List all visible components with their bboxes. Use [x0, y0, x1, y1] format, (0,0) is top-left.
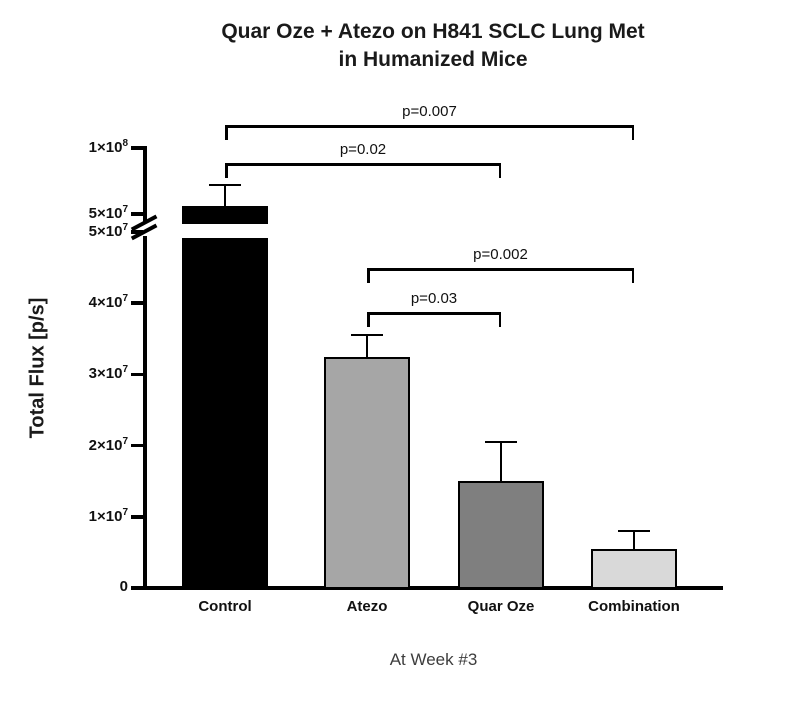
x-category-label: Quar Oze: [467, 598, 535, 615]
y-axis-tick: [131, 586, 143, 590]
y-axis-tick-label: 4×107: [88, 293, 128, 312]
chart-title: Quar Oze + Atezo on H841 SCLC Lung Met i…: [103, 18, 763, 74]
y-axis-tick-label: 3×107: [88, 364, 128, 383]
sig-bracket-tick: [367, 268, 370, 283]
error-bar-line: [632, 531, 636, 557]
y-axis-line-upper: [143, 146, 147, 222]
y-axis-tick-label: 2×107: [88, 435, 128, 454]
y-axis-tick: [131, 212, 143, 216]
y-axis-tick: [131, 301, 143, 305]
y-axis-tick: [131, 146, 143, 150]
y-axis-tick: [131, 515, 143, 519]
bar-control-upper: [182, 206, 268, 224]
sig-bracket-line: [367, 268, 634, 271]
sig-bracket-line: [225, 163, 501, 166]
error-bar-cap: [351, 333, 383, 337]
sig-bracket-tick: [225, 163, 228, 178]
sig-bracket-tick: [367, 312, 370, 327]
bar-control-lower: [182, 238, 268, 589]
sig-p-value-label: p=0.002: [473, 246, 528, 263]
sig-bracket-tick: [225, 125, 228, 140]
y-axis-tick: [131, 443, 143, 448]
sig-bracket-tick: [498, 312, 501, 327]
y-axis-tick: [131, 372, 143, 377]
sig-bracket-line: [225, 125, 634, 128]
sig-bracket-tick: [631, 125, 634, 140]
bar-combination: [591, 548, 677, 589]
x-category-label: Control: [198, 598, 252, 615]
chart-title-line2: in Humanized Mice: [338, 48, 528, 71]
error-bar-cap: [618, 529, 650, 533]
bar-quar-oze: [458, 481, 544, 589]
sig-bracket-tick: [631, 268, 634, 283]
chart-title-line1: Quar Oze + Atezo on H841 SCLC Lung Met: [221, 20, 645, 43]
error-bar-line: [499, 442, 503, 490]
error-bar-line: [365, 335, 369, 365]
sig-p-value-label: p=0.02: [339, 141, 387, 158]
error-bar-cap: [209, 183, 241, 187]
sig-bracket-tick: [498, 163, 501, 178]
y-axis-tick-label: 1×108: [88, 138, 128, 156]
y-axis-tick-label: 1×107: [88, 506, 128, 525]
sig-p-value-label: p=0.03: [410, 290, 458, 307]
error-bar-line: [223, 184, 227, 215]
x-category-label: Atezo: [346, 598, 388, 615]
y-axis-tick-label: 5×107: [88, 222, 128, 240]
x-category-label: Combination: [588, 598, 680, 615]
y-axis-tick-label: 5×107: [88, 204, 128, 222]
y-axis-tick-label: 0: [119, 578, 128, 595]
sig-p-value-label: p=0.007: [402, 103, 457, 120]
y-axis-tick: [131, 230, 143, 234]
y-axis-line-lower: [143, 236, 147, 590]
sig-bracket-line: [367, 312, 501, 315]
error-bar-cap: [485, 440, 517, 444]
x-axis-line: [143, 586, 723, 590]
bar-atezo: [324, 356, 410, 589]
x-axis-title: At Week #3: [389, 650, 478, 669]
